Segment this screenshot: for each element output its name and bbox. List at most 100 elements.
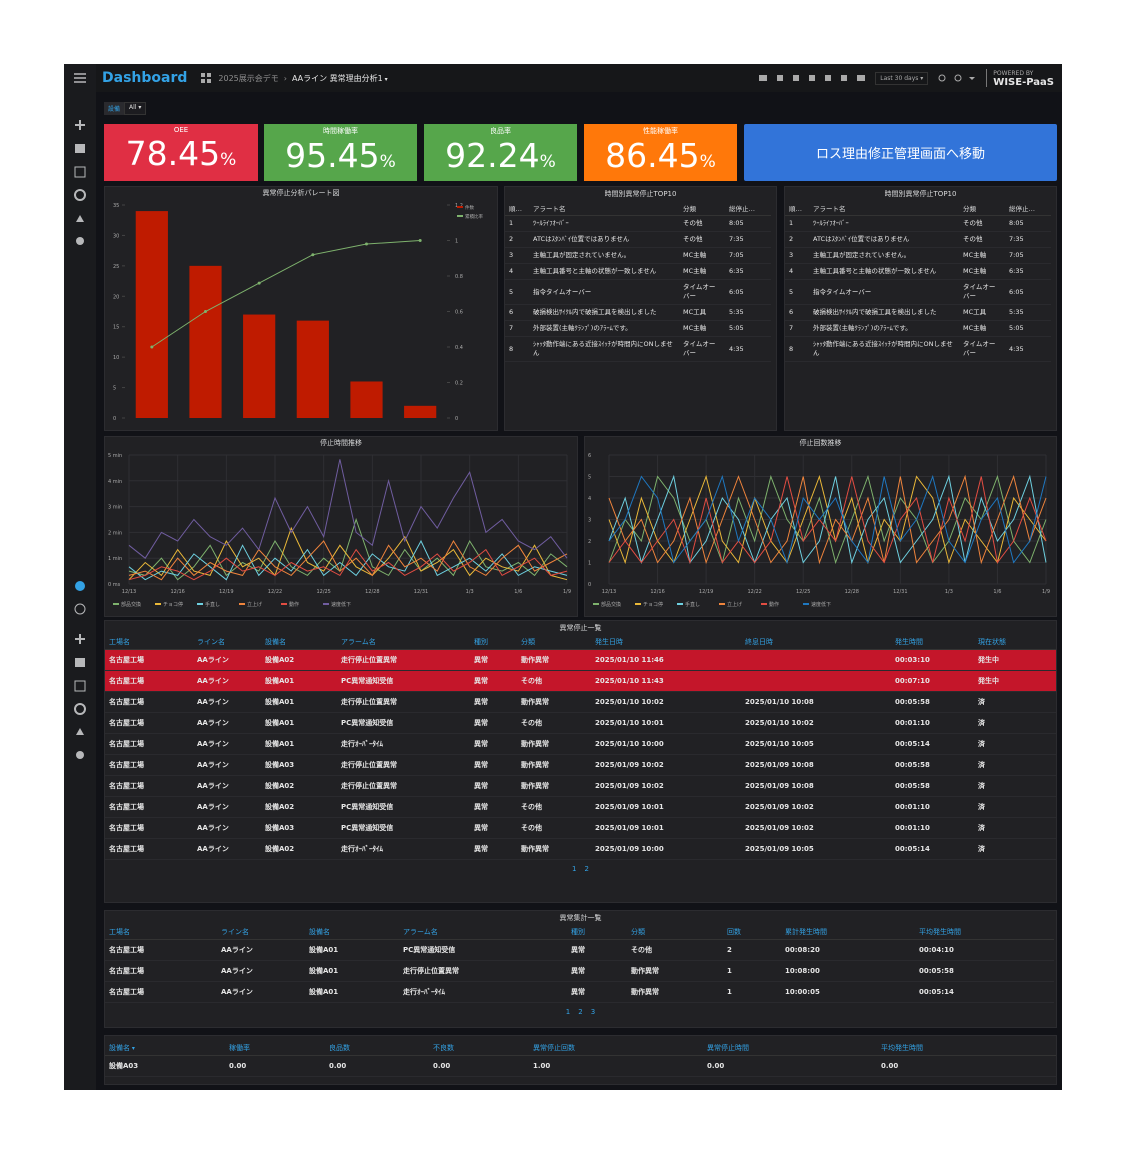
table-cell: 2025/01/09 10:02 — [741, 796, 891, 818]
column-header[interactable]: 分類 — [517, 635, 591, 650]
config-icon[interactable] — [74, 703, 86, 715]
action-button[interactable]: ロス理由修正管理画面へ移動 — [744, 124, 1057, 181]
table-row: 1 ﾂｰﾙﾗｲﾌｵｰﾊﾞｰ その他 8:05 — [785, 215, 1051, 232]
app-title[interactable]: Dashboard — [102, 70, 188, 86]
column-header[interactable]: 順… — [505, 201, 529, 216]
column-header[interactable]: ライン名 — [193, 635, 261, 650]
column-header[interactable]: 終息日時 — [741, 635, 891, 650]
table-cell: 名古屋工場 — [105, 775, 193, 797]
column-header[interactable]: 累計発生時間 — [781, 925, 915, 940]
table-cell: 動作異常 — [517, 838, 591, 860]
table-cell: 異常 — [470, 817, 517, 839]
column-header[interactable]: 工場名 — [105, 635, 193, 650]
breadcrumb-folder[interactable]: 2025展示会デモ — [218, 73, 279, 83]
explore-icon[interactable] — [74, 166, 86, 178]
column-header[interactable]: 分類 — [959, 201, 1005, 216]
column-header[interactable]: 発生時間 — [891, 635, 974, 650]
table-cell: 00:05:14 — [891, 733, 974, 755]
column-header[interactable]: 稼働率 — [225, 1041, 325, 1056]
column-header[interactable]: 設備名 — [105, 1041, 225, 1056]
column-header[interactable]: アラーム名 — [399, 925, 567, 940]
column-header[interactable]: 異常停止回数 — [529, 1041, 703, 1056]
table-cell: 名古屋工場 — [105, 796, 193, 818]
series-line — [608, 476, 1047, 565]
table-cell: 名古屋工場 — [105, 754, 193, 776]
help-icon[interactable] — [74, 603, 86, 615]
add-icon[interactable] — [75, 634, 85, 644]
dashboards-icon[interactable] — [75, 658, 85, 667]
table-cell: 動作異常 — [517, 733, 591, 755]
column-header[interactable]: 種別 — [567, 925, 627, 940]
table-row: 設備A03 0.00 0.00 0.00 1.00 0.00 0.00 — [105, 1055, 1056, 1077]
filter-select[interactable]: All — [124, 102, 147, 115]
icon[interactable] — [825, 75, 832, 81]
column-header[interactable]: 設備名 — [261, 635, 337, 650]
explore-icon[interactable] — [74, 680, 86, 692]
column-header[interactable]: ライン名 — [217, 925, 305, 940]
column-header[interactable]: 平均発生時間 — [915, 925, 1054, 940]
column-header[interactable]: 分類 — [627, 925, 723, 940]
column-header[interactable]: アラート名 — [809, 201, 959, 216]
table-cell: 00:05:58 — [891, 691, 974, 713]
table-cell: 0.00 — [703, 1055, 877, 1077]
column-header[interactable]: 工場名 — [105, 925, 217, 940]
table-cell: 7 — [505, 320, 529, 337]
page-link[interactable]: 3 — [590, 1008, 596, 1016]
icon[interactable] — [841, 75, 848, 81]
column-header[interactable]: 分類 — [679, 201, 725, 216]
menu-icon[interactable] — [74, 73, 86, 83]
page-link[interactable]: 1 — [565, 1008, 571, 1016]
column-header[interactable]: 平均発生時間 — [877, 1041, 1056, 1056]
column-header[interactable]: 回数 — [723, 925, 781, 940]
kpi-value: 92.24% — [424, 136, 577, 182]
cumulative-point — [150, 345, 154, 349]
table-cell: 6 — [505, 304, 529, 321]
settings-icon[interactable] — [76, 237, 84, 245]
column-header[interactable]: アラート名 — [529, 201, 679, 216]
x-tick-label: 12/16 — [650, 589, 664, 595]
column-header[interactable]: 良品数 — [325, 1041, 429, 1056]
table-cell: 3 — [505, 247, 529, 264]
column-header[interactable]: アラーム名 — [337, 635, 470, 650]
column-header[interactable]: 順… — [785, 201, 809, 216]
app-icon[interactable] — [75, 581, 85, 591]
dashboard: Dashboard 2025展示会デモ AAライン 異常理由分析1 Last 3… — [64, 64, 1062, 1090]
legend-label: 累積比率 — [465, 213, 483, 220]
column-header[interactable]: 不良数 — [429, 1041, 529, 1056]
table-cell: 8 — [785, 336, 809, 362]
page-link[interactable]: 2 — [584, 865, 589, 873]
column-header[interactable]: 発生日時 — [591, 635, 741, 650]
alert-icon[interactable] — [76, 728, 84, 735]
icon[interactable] — [809, 75, 816, 81]
breadcrumb-page[interactable]: AAライン 異常理由分析1 — [279, 73, 388, 84]
alert-icon[interactable] — [76, 215, 84, 222]
table-cell: 主軸工具番号と主軸の状態が一致しません — [809, 263, 959, 280]
icon[interactable] — [969, 77, 976, 80]
icon[interactable] — [759, 75, 768, 81]
legend-item: 部品交換 — [593, 601, 621, 608]
table-row: 3 主軸工具が固定されていません。 MC主軸 7:05 — [785, 247, 1051, 264]
page-link[interactable]: 1 — [572, 865, 577, 873]
time-range[interactable]: Last 30 days — [875, 71, 929, 85]
series-line — [128, 517, 568, 581]
add-icon[interactable] — [75, 120, 85, 130]
icon[interactable] — [857, 75, 866, 81]
table-cell: その他 — [517, 796, 591, 818]
column-header[interactable]: 総停止… — [1005, 201, 1051, 216]
column-header[interactable]: 現在状態 — [974, 635, 1056, 650]
column-header[interactable]: 異常停止時間 — [703, 1041, 877, 1056]
top10-panel: 時間別異常停止TOP10 順… アラート名 分類 総停止… 1 ﾂｰﾙﾗｲﾌｵｰﾊﾞｰ その他… — [504, 186, 777, 431]
table-cell: 動作異常 — [627, 981, 723, 1003]
table-cell: 00:01:10 — [891, 817, 974, 839]
icon[interactable] — [938, 74, 946, 82]
settings-icon[interactable] — [76, 751, 84, 759]
column-header[interactable]: 設備名 — [305, 925, 399, 940]
column-header[interactable]: 種別 — [470, 635, 517, 650]
column-header[interactable]: 総停止… — [725, 201, 771, 216]
page-link[interactable]: 2 — [578, 1008, 583, 1016]
icon[interactable] — [777, 75, 784, 81]
dashboards-icon[interactable] — [75, 144, 85, 153]
icon[interactable] — [954, 74, 962, 82]
icon[interactable] — [793, 75, 800, 81]
config-icon[interactable] — [74, 189, 86, 201]
